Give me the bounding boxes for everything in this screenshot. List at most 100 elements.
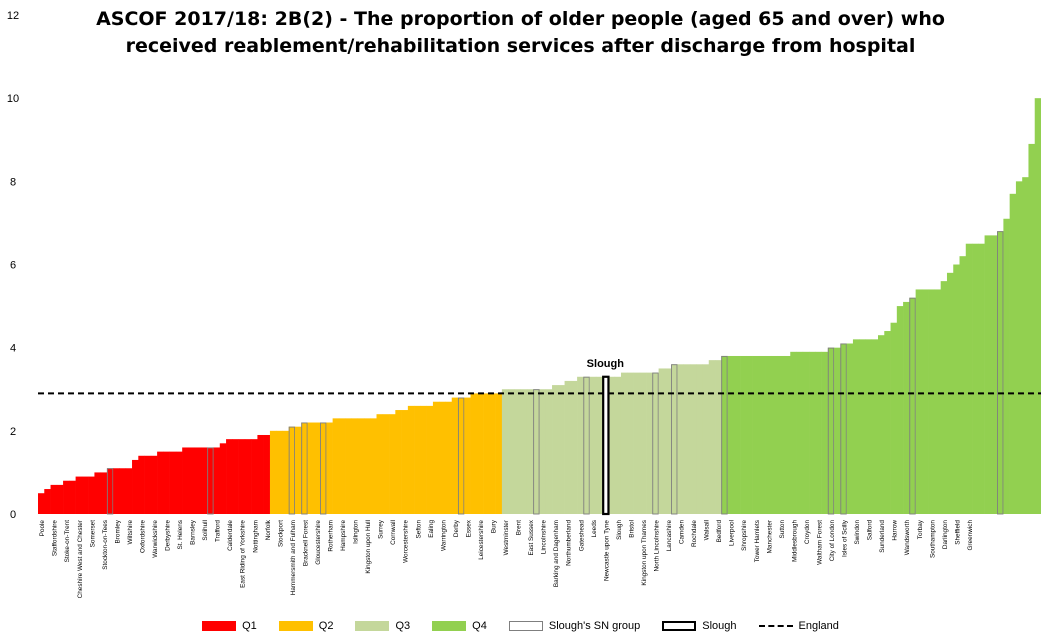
- x-tick-label: Surrey: [378, 519, 385, 539]
- legend-label: Slough's SN group: [548, 620, 641, 632]
- x-tick-label: East Sussex: [528, 519, 535, 555]
- bar: [44, 489, 51, 514]
- legend: Q1 Q2 Q3 Q4 Slough's SN group Slough England: [0, 620, 1041, 632]
- legend-item: Q3: [355, 620, 410, 632]
- bar: [382, 414, 390, 514]
- bar: [545, 389, 553, 514]
- x-tick-label: Manchester: [766, 519, 773, 553]
- sn-group-bar-outline: [320, 422, 327, 515]
- bar: [752, 355, 760, 514]
- sn-group-bar-outline: [840, 343, 847, 515]
- bar: [38, 493, 45, 514]
- x-tick-label: Hammersmith and Fulham: [290, 520, 297, 595]
- x-axis-labels: Poole Staffordshire Stoke-on-Trent Cheshire…: [39, 519, 974, 598]
- bar: [928, 289, 935, 514]
- bar: [269, 430, 277, 514]
- y-tick-label: 4: [10, 343, 16, 355]
- x-tick-label: Lancashire: [666, 520, 673, 552]
- x-tick-label: Cornwall: [390, 520, 397, 545]
- sn-group-bar-outline: [207, 447, 214, 515]
- sn-group-bar-outline: [301, 422, 308, 515]
- bar: [345, 418, 352, 514]
- legend-color-swatch: [432, 621, 467, 631]
- bar: [965, 243, 973, 514]
- sn-group-bar-outline: [106, 468, 114, 515]
- bar: [890, 322, 898, 514]
- bar: [790, 351, 797, 514]
- bar: [238, 439, 246, 514]
- bar: [997, 231, 1004, 515]
- x-tick-label: Croydon: [804, 520, 811, 545]
- x-tick-label: Oxfordshire: [139, 520, 146, 553]
- bar: [514, 389, 521, 514]
- x-tick-label: Northumberland: [566, 520, 573, 566]
- bar: [934, 289, 941, 514]
- x-tick-label: Norfolk: [265, 519, 272, 540]
- bar: [884, 331, 891, 514]
- bar: [1003, 218, 1010, 514]
- sn-group-bar-outline: [909, 297, 916, 515]
- x-tick-label: Cheshire West and Chester: [77, 519, 84, 598]
- bar: [326, 422, 333, 514]
- bar: [132, 459, 139, 514]
- bar: [633, 372, 641, 514]
- x-tick-label: Barnsley: [190, 519, 197, 545]
- bar: [520, 389, 528, 514]
- x-tick-label: Waltham Forest: [816, 520, 823, 565]
- bar: [263, 434, 271, 514]
- y-tick-label: 12: [7, 10, 19, 22]
- x-tick-label: Isles of Scilly: [842, 519, 849, 557]
- bar: [188, 447, 196, 514]
- bar: [715, 360, 722, 514]
- legend-item: Q1: [202, 620, 257, 632]
- bar: [407, 405, 415, 514]
- x-tick-label: Calderdale: [227, 520, 234, 551]
- bar: [652, 372, 659, 514]
- y-tick-label: 0: [10, 509, 16, 521]
- bar: [827, 347, 835, 514]
- bar: [75, 476, 83, 514]
- bar: [376, 414, 384, 514]
- bar: [194, 447, 202, 514]
- bar-chart: 0 2 4 6 8 10 12 Poole Staffordshire Stoke-on-Tre…: [7, 10, 1041, 598]
- x-tick-label: Bristol: [628, 520, 635, 538]
- bar: [1022, 177, 1029, 514]
- bar: [915, 289, 923, 514]
- bar: [401, 410, 409, 514]
- x-tick-label: Kingston upon Thames: [641, 520, 648, 586]
- bar: [432, 401, 440, 514]
- x-tick-label: Lincolnshire: [541, 520, 548, 555]
- bar: [395, 410, 402, 514]
- x-tick-label: Leicestershire: [478, 520, 485, 560]
- bar: [608, 376, 616, 514]
- bar: [175, 451, 183, 515]
- legend-color-swatch: [355, 621, 390, 631]
- bar: [357, 418, 365, 514]
- bar: [552, 385, 559, 514]
- bar: [696, 364, 703, 514]
- bar: [69, 480, 76, 514]
- x-tick-label: Essex: [465, 519, 472, 537]
- bar: [157, 451, 164, 515]
- x-tick-label: North Lincolnshire: [653, 520, 660, 572]
- bar: [809, 351, 816, 514]
- bar: [495, 393, 503, 514]
- x-tick-label: Derby: [453, 519, 460, 537]
- bar: [721, 355, 728, 514]
- x-tick-label: Brent: [516, 520, 523, 535]
- bar: [1009, 193, 1017, 514]
- bar: [213, 447, 221, 514]
- bar: [113, 468, 120, 514]
- bar: [1034, 98, 1041, 515]
- x-tick-label: Darlington: [942, 520, 949, 550]
- bar: [978, 243, 985, 514]
- bar: [639, 372, 647, 514]
- x-tick-label: Trafford: [215, 520, 222, 542]
- bar: [370, 418, 377, 514]
- x-tick-label: Sheffield: [954, 520, 961, 545]
- bar: [834, 347, 841, 514]
- bar: [257, 434, 264, 514]
- chart-title-line-2: received reablement/rehabilitation servi…: [125, 35, 916, 57]
- bar: [683, 364, 691, 514]
- bar: [476, 393, 484, 514]
